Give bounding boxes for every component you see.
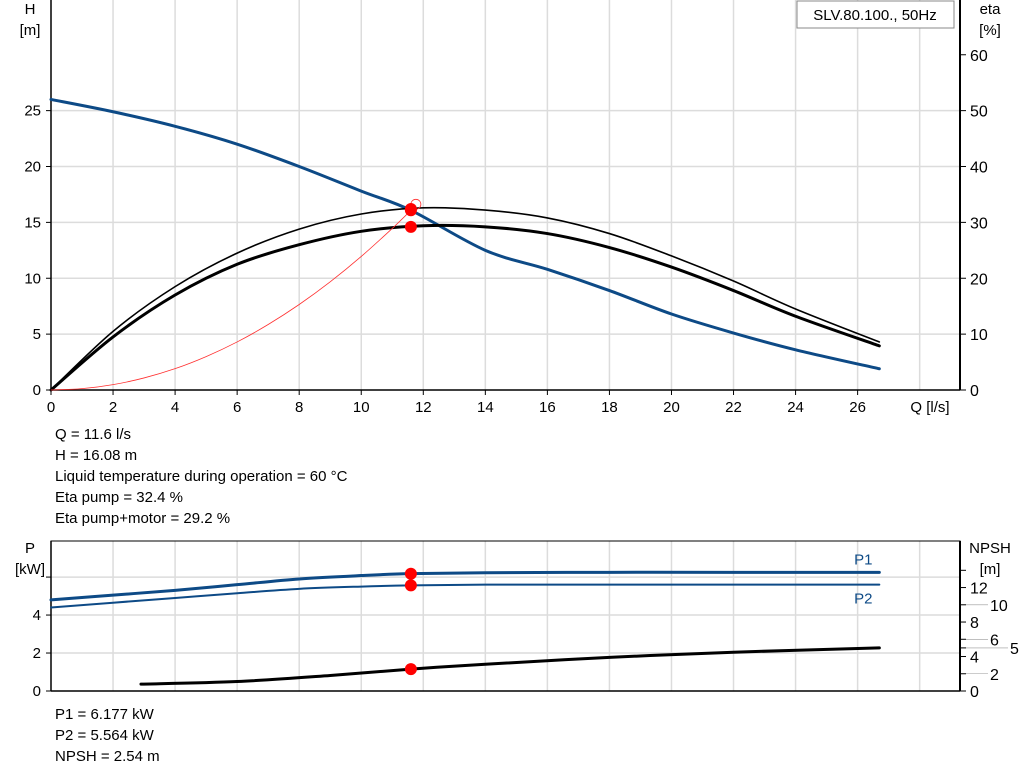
y-right-tick-label: 20 — [970, 271, 988, 288]
y-left-axis-title: H — [25, 1, 36, 18]
operating-point-marker — [404, 567, 417, 580]
curve-eta-pump-motor — [49, 223, 881, 392]
x-tick-label: 12 — [415, 399, 432, 416]
legend-text: SLV.80.100., 50Hz — [813, 7, 936, 24]
y-left-tick-label: 10 — [24, 270, 41, 287]
x-tick-label: 2 — [109, 399, 117, 416]
x-tick-label: 24 — [787, 399, 804, 416]
y-right-axis-title: NPSH — [969, 540, 1011, 557]
x-tick-label: 16 — [539, 399, 556, 416]
y-right-tick-label: 50 — [970, 104, 988, 121]
curve-h — [49, 97, 881, 371]
y-left-axis-unit: [kW] — [15, 561, 45, 578]
y-right-tick-label: 5 — [1010, 641, 1019, 658]
operating-point-marker — [404, 579, 417, 592]
y-right-axis-unit: [m] — [980, 561, 1001, 578]
info-p2: P2 = 5.564 kW — [55, 727, 154, 744]
curve-system — [50, 209, 412, 391]
y-right-tick-label: 60 — [970, 48, 988, 65]
info-eta-pump-motor: Eta pump+motor = 29.2 % — [55, 510, 231, 527]
y-left-axis-title: P — [25, 540, 35, 557]
x-tick-label: 8 — [295, 399, 303, 416]
y-right-tick-label: 40 — [970, 160, 988, 177]
y-left-tick-label: 5 — [33, 326, 41, 343]
x-axis-label: Q [l/s] — [910, 399, 949, 416]
operating-point-marker — [404, 220, 417, 233]
duty-point-info: Q = 11.6 l/s H = 16.08 m Liquid temperat… — [55, 424, 347, 529]
y-right-axis-title: eta — [980, 1, 1002, 18]
info-liquid-temperature: Liquid temperature during operation = 60… — [55, 468, 348, 485]
y-left-tick-label: 2 — [33, 645, 41, 662]
y-left-tick-label: 15 — [24, 214, 41, 231]
y-left-tick-label: 25 — [24, 103, 41, 120]
x-tick-label: 18 — [601, 399, 618, 416]
x-tick-label: 20 — [663, 399, 680, 416]
y-left-tick-label: 20 — [24, 159, 41, 176]
curve-npsh — [139, 646, 881, 686]
curve-p2 — [50, 583, 881, 609]
y-right-tick-label: 8 — [970, 615, 979, 632]
legend-box — [796, 0, 955, 29]
operating-point-marker — [404, 663, 417, 676]
x-tick-label: 26 — [849, 399, 866, 416]
y-right-tick-label: 4 — [970, 650, 979, 667]
plot-frame — [50, 540, 961, 692]
curve-eta-pump — [50, 206, 881, 391]
x-tick-label: 4 — [171, 399, 179, 416]
info-head: H = 16.08 m — [55, 447, 138, 464]
y-right-axis-unit: [%] — [979, 22, 1001, 39]
operating-point-marker — [404, 202, 417, 215]
x-tick-label: 6 — [233, 399, 241, 416]
y-right-tick-label: 10 — [970, 327, 988, 344]
series-label-p2: P2 — [854, 591, 872, 608]
y-right-tick-label: 6 — [990, 632, 999, 649]
y-right-tick-label: 0 — [970, 383, 979, 400]
x-tick-label: 10 — [353, 399, 370, 416]
y-right-tick-label: 30 — [970, 215, 988, 232]
y-right-tick-label: 12 — [970, 581, 988, 598]
y-left-tick-label: 4 — [33, 607, 41, 624]
y-left-axis-unit: [m] — [20, 22, 41, 39]
info-npsh: NPSH = 2.54 m — [55, 748, 160, 765]
x-tick-label: 22 — [725, 399, 742, 416]
curve-p1 — [49, 570, 881, 602]
x-tick-label: 0 — [47, 399, 55, 416]
y-right-tick-label: 10 — [990, 598, 1008, 615]
info-p1: P1 = 6.177 kW — [55, 706, 154, 723]
power-info: P1 = 6.177 kW P2 = 5.564 kW NPSH = 2.54 … — [55, 704, 160, 767]
info-flow: Q = 11.6 l/s — [55, 426, 132, 443]
y-right-tick-label: 2 — [990, 667, 999, 684]
info-eta-pump: Eta pump = 32.4 % — [55, 489, 183, 506]
y-right-tick-label: 0 — [970, 684, 979, 701]
y-left-tick-label: 0 — [33, 382, 41, 399]
y-left-tick-label: 0 — [33, 683, 41, 700]
x-tick-label: 14 — [477, 399, 494, 416]
series-label-p1: P1 — [854, 551, 872, 568]
